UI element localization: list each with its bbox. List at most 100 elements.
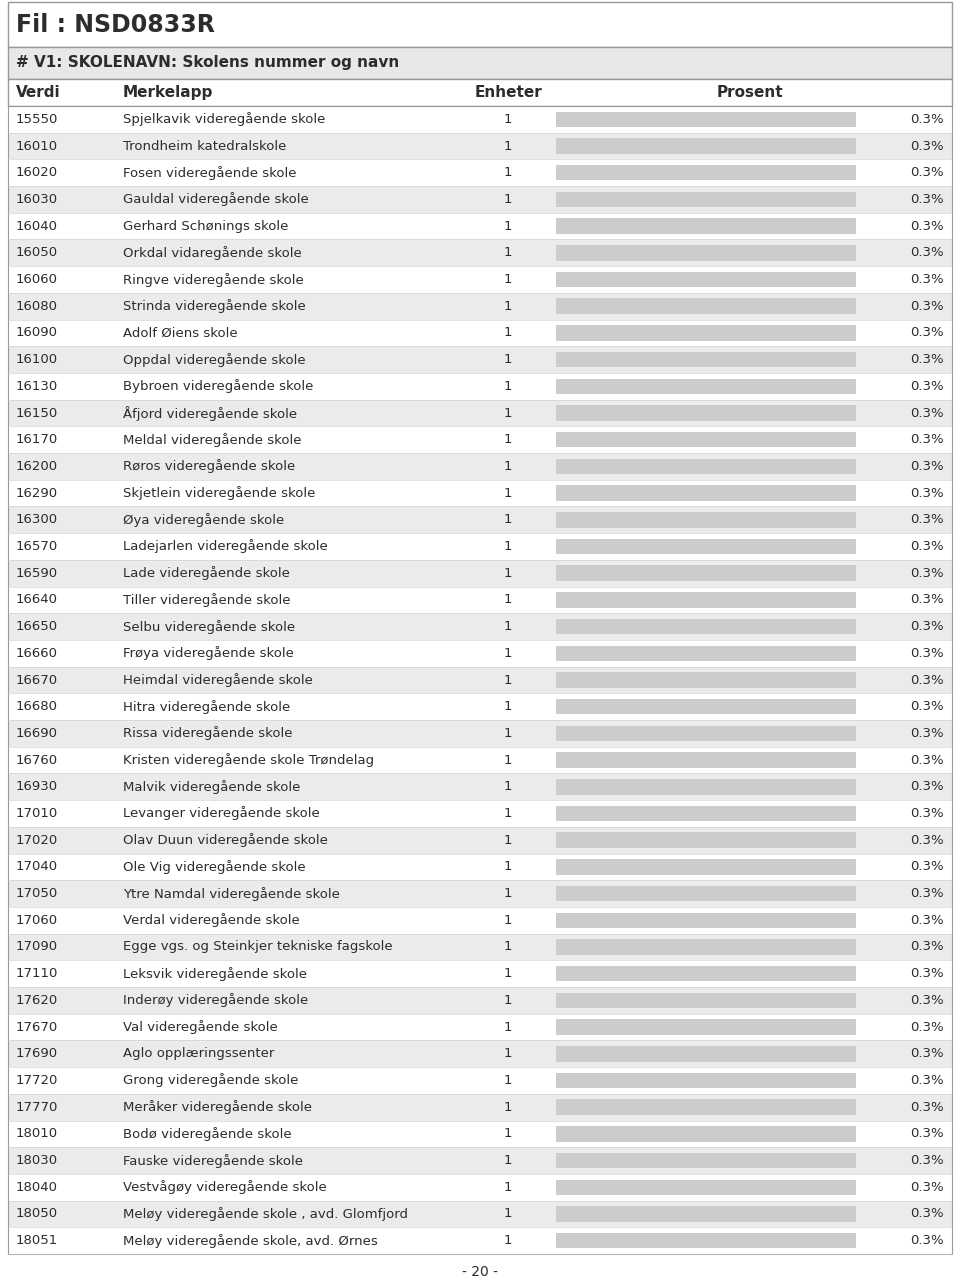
Text: 1: 1 bbox=[504, 833, 513, 846]
Text: 17010: 17010 bbox=[16, 806, 59, 820]
Text: 1: 1 bbox=[504, 433, 513, 447]
FancyBboxPatch shape bbox=[8, 80, 952, 107]
Text: Val videregående skole: Val videregående skole bbox=[123, 1019, 277, 1034]
FancyBboxPatch shape bbox=[8, 1067, 952, 1094]
FancyBboxPatch shape bbox=[556, 1153, 856, 1168]
Text: 1: 1 bbox=[504, 566, 513, 579]
Text: 16680: 16680 bbox=[16, 700, 58, 713]
Text: 0.3%: 0.3% bbox=[910, 514, 944, 526]
FancyBboxPatch shape bbox=[8, 533, 952, 560]
Text: 0.3%: 0.3% bbox=[910, 674, 944, 687]
Text: - 20 -: - 20 - bbox=[462, 1265, 498, 1279]
Text: 0.3%: 0.3% bbox=[910, 299, 944, 313]
FancyBboxPatch shape bbox=[8, 1228, 952, 1254]
Text: 0.3%: 0.3% bbox=[910, 1048, 944, 1061]
Text: 0.3%: 0.3% bbox=[910, 566, 944, 579]
FancyBboxPatch shape bbox=[556, 859, 856, 874]
FancyBboxPatch shape bbox=[556, 166, 856, 181]
Text: 1: 1 bbox=[504, 326, 513, 339]
Text: 18010: 18010 bbox=[16, 1127, 59, 1140]
FancyBboxPatch shape bbox=[556, 218, 856, 234]
FancyBboxPatch shape bbox=[8, 293, 952, 320]
Text: 0.3%: 0.3% bbox=[910, 994, 944, 1007]
FancyBboxPatch shape bbox=[556, 112, 856, 127]
FancyBboxPatch shape bbox=[556, 1019, 856, 1035]
FancyBboxPatch shape bbox=[8, 1094, 952, 1121]
FancyBboxPatch shape bbox=[8, 159, 952, 186]
FancyBboxPatch shape bbox=[556, 379, 856, 394]
FancyBboxPatch shape bbox=[8, 186, 952, 213]
Text: 0.3%: 0.3% bbox=[910, 1234, 944, 1247]
Text: 1: 1 bbox=[504, 1207, 513, 1221]
Text: Meløy videregående skole, avd. Ørnes: Meløy videregående skole, avd. Ørnes bbox=[123, 1234, 377, 1248]
Text: 16200: 16200 bbox=[16, 460, 59, 473]
FancyBboxPatch shape bbox=[556, 1099, 856, 1115]
FancyBboxPatch shape bbox=[556, 592, 856, 607]
FancyBboxPatch shape bbox=[556, 458, 856, 474]
FancyBboxPatch shape bbox=[8, 827, 952, 854]
FancyBboxPatch shape bbox=[8, 693, 952, 720]
Text: 0.3%: 0.3% bbox=[910, 1073, 944, 1088]
FancyBboxPatch shape bbox=[8, 800, 952, 827]
Text: 1: 1 bbox=[504, 299, 513, 313]
Text: 17670: 17670 bbox=[16, 1021, 59, 1034]
Text: Røros videregående skole: Røros videregående skole bbox=[123, 460, 296, 474]
FancyBboxPatch shape bbox=[8, 587, 952, 614]
FancyBboxPatch shape bbox=[8, 1121, 952, 1147]
FancyBboxPatch shape bbox=[556, 1046, 856, 1062]
FancyBboxPatch shape bbox=[8, 720, 952, 747]
Text: 18050: 18050 bbox=[16, 1207, 59, 1221]
Text: Merkelapp: Merkelapp bbox=[123, 85, 213, 100]
Text: 1: 1 bbox=[504, 620, 513, 633]
Text: 0.3%: 0.3% bbox=[910, 1181, 944, 1194]
Text: 1: 1 bbox=[504, 514, 513, 526]
Text: 1: 1 bbox=[504, 220, 513, 232]
Text: Enheter: Enheter bbox=[474, 85, 541, 100]
Text: 0.3%: 0.3% bbox=[910, 860, 944, 873]
FancyBboxPatch shape bbox=[8, 773, 952, 800]
Text: 0.3%: 0.3% bbox=[910, 460, 944, 473]
Text: 16300: 16300 bbox=[16, 514, 59, 526]
Text: 16660: 16660 bbox=[16, 647, 58, 660]
Text: Selbu videregående skole: Selbu videregående skole bbox=[123, 620, 295, 633]
FancyBboxPatch shape bbox=[8, 240, 952, 266]
FancyBboxPatch shape bbox=[556, 752, 856, 768]
Text: 18030: 18030 bbox=[16, 1154, 59, 1167]
Text: 17620: 17620 bbox=[16, 994, 59, 1007]
FancyBboxPatch shape bbox=[8, 372, 952, 399]
FancyBboxPatch shape bbox=[556, 779, 856, 795]
FancyBboxPatch shape bbox=[556, 485, 856, 501]
Text: 1: 1 bbox=[504, 860, 513, 873]
FancyBboxPatch shape bbox=[556, 1072, 856, 1089]
Text: Leksvik videregående skole: Leksvik videregående skole bbox=[123, 967, 307, 981]
FancyBboxPatch shape bbox=[556, 406, 856, 421]
Text: 1: 1 bbox=[504, 700, 513, 713]
FancyBboxPatch shape bbox=[556, 966, 856, 981]
Text: 1: 1 bbox=[504, 1100, 513, 1113]
Text: Ytre Namdal videregående skole: Ytre Namdal videregående skole bbox=[123, 886, 340, 900]
Text: 0.3%: 0.3% bbox=[910, 781, 944, 794]
FancyBboxPatch shape bbox=[556, 245, 856, 261]
Text: 16130: 16130 bbox=[16, 380, 59, 393]
Text: Meråker videregående skole: Meråker videregående skole bbox=[123, 1100, 312, 1115]
Text: 1: 1 bbox=[504, 353, 513, 366]
Text: 15550: 15550 bbox=[16, 113, 59, 126]
Text: 0.3%: 0.3% bbox=[910, 887, 944, 900]
Text: 0.3%: 0.3% bbox=[910, 166, 944, 180]
FancyBboxPatch shape bbox=[8, 614, 952, 639]
Text: 0.3%: 0.3% bbox=[910, 754, 944, 767]
Text: 1: 1 bbox=[504, 754, 513, 767]
FancyBboxPatch shape bbox=[556, 806, 856, 822]
Text: Spjelkavik videregående skole: Spjelkavik videregående skole bbox=[123, 113, 325, 126]
Text: Hitra videregående skole: Hitra videregående skole bbox=[123, 700, 290, 714]
FancyBboxPatch shape bbox=[556, 431, 856, 447]
FancyBboxPatch shape bbox=[8, 266, 952, 293]
Text: 16150: 16150 bbox=[16, 407, 59, 420]
Text: Fil : NSD0833R: Fil : NSD0833R bbox=[16, 13, 215, 36]
Text: 0.3%: 0.3% bbox=[910, 1100, 944, 1113]
FancyBboxPatch shape bbox=[556, 725, 856, 741]
FancyBboxPatch shape bbox=[8, 987, 952, 1014]
Text: Ladejarlen videregående skole: Ladejarlen videregående skole bbox=[123, 539, 327, 553]
FancyBboxPatch shape bbox=[8, 48, 952, 80]
Text: Fosen videregående skole: Fosen videregående skole bbox=[123, 166, 297, 180]
